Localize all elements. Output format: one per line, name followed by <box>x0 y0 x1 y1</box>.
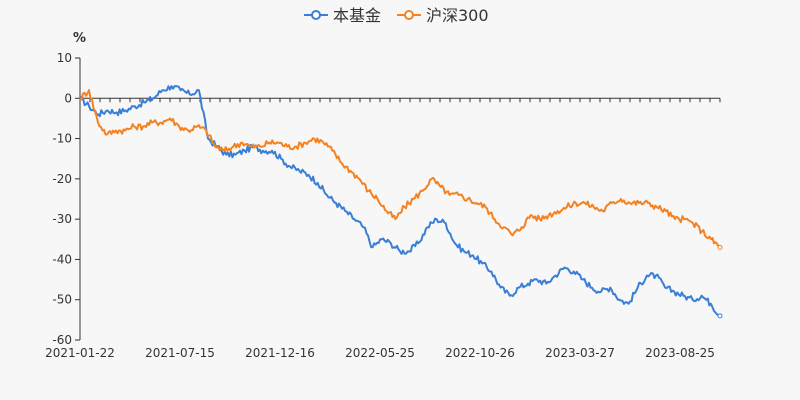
legend-item-fund[interactable]: 本基金 <box>304 6 381 25</box>
legend-label-csi300: 沪深300 <box>426 6 489 25</box>
series-end-point-csi300 <box>717 244 723 250</box>
y-axis-ticks: 10 0 -10 -20 -30 -40 -50 -60 <box>52 51 80 347</box>
series-line-fund[interactable] <box>79 85 721 317</box>
legend-marker-fund <box>311 10 321 20</box>
legend-marker-csi300 <box>404 10 414 20</box>
y-tick-label: -20 <box>52 172 72 186</box>
series-end-point-fund <box>717 313 723 319</box>
x-tick-label: 2023-08-25 <box>645 346 715 360</box>
series-line-csi300[interactable] <box>79 89 721 249</box>
y-tick-label: -30 <box>52 212 72 226</box>
y-tick-label: -50 <box>52 293 72 307</box>
y-tick-label: -10 <box>52 132 72 146</box>
y-tick-label: 0 <box>64 91 72 105</box>
x-tick-label: 2021-12-16 <box>245 346 315 360</box>
x-tick-label: 2022-10-26 <box>445 346 515 360</box>
y-tick-label: -60 <box>52 333 72 347</box>
x-tick-label: 2021-07-15 <box>145 346 215 360</box>
x-tick-label: 2023-03-27 <box>545 346 615 360</box>
x-tick-label: 2022-05-25 <box>345 346 415 360</box>
legend-item-csi300[interactable]: 沪深300 <box>397 6 489 25</box>
y-tick-label: 10 <box>57 51 72 65</box>
y-axis-unit-label: % <box>73 31 86 46</box>
legend: 本基金 沪深300 <box>304 6 489 25</box>
y-tick-label: -40 <box>52 252 72 266</box>
series-layer <box>79 85 723 319</box>
x-axis-ticks: 2021-01-22 2021-07-15 2021-12-16 2022-05-25… <box>45 98 721 360</box>
x-tick-label: 2021-01-22 <box>45 346 115 360</box>
legend-label-fund: 本基金 <box>333 6 381 25</box>
